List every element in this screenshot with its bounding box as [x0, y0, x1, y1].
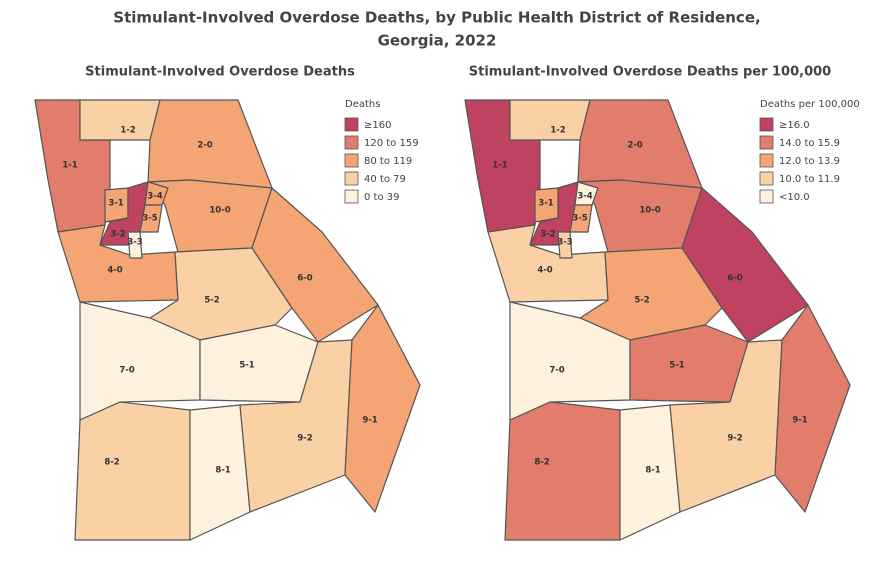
legend-label: <10.0: [779, 192, 810, 203]
district: [509, 99, 591, 141]
district-label: 1-1: [492, 161, 507, 171]
legend-label: 10.0 to 11.9: [779, 174, 840, 185]
legend-swatch: [344, 135, 359, 150]
district-label: 4-0: [107, 266, 122, 276]
map-title: Stimulant-Involved Overdose Deaths per 1…: [469, 65, 831, 80]
title: Georgia, 2022: [378, 32, 497, 50]
district: [127, 231, 143, 259]
legend-label: 120 to 159: [364, 138, 419, 149]
district-label: 2-0: [197, 141, 212, 151]
district: [57, 224, 179, 303]
district: [79, 99, 161, 141]
district-label: 7-0: [549, 366, 564, 376]
district-label: 5-2: [204, 296, 219, 306]
district: [557, 231, 573, 259]
district: [629, 324, 749, 403]
district-label: 3-2: [110, 230, 125, 240]
district: [74, 401, 191, 541]
map: Stimulant-Involved Overdose Deaths 1-1 1-2…: [34, 65, 421, 541]
legend-swatch: [344, 189, 359, 204]
district-label: 3-4: [147, 192, 162, 202]
district-label: 3-4: [577, 192, 592, 202]
legend-label: 14.0 to 15.9: [779, 138, 840, 149]
district-label: 3-5: [142, 214, 157, 224]
legend-label: 0 to 39: [364, 192, 399, 203]
legend-swatch: [759, 189, 774, 204]
district: [504, 401, 621, 541]
district-label: 3-3: [127, 238, 142, 248]
legend-label: 40 to 79: [364, 174, 406, 185]
legend-swatch: [344, 117, 359, 132]
legend-label: ≥16.0: [779, 120, 810, 131]
legend-title: Deaths per 100,000: [760, 99, 860, 110]
district-label: 1-2: [550, 126, 565, 136]
district-label: 9-2: [727, 434, 742, 444]
district-label: 3-2: [540, 230, 555, 240]
district-label: 5-1: [669, 361, 684, 371]
district-label: 3-3: [557, 238, 572, 248]
legend-swatch: [344, 153, 359, 168]
district-label: 3-5: [572, 214, 587, 224]
district-label: 9-2: [297, 434, 312, 444]
district-label: 9-1: [362, 416, 377, 426]
legend-swatch: [759, 153, 774, 168]
legend-swatch: [759, 135, 774, 150]
district-label: 8-2: [104, 458, 119, 468]
district-label: 5-1: [239, 361, 254, 371]
legend-title: Deaths: [345, 99, 380, 110]
district-label: 7-0: [119, 366, 134, 376]
district-label: 9-1: [792, 416, 807, 426]
district-label: 6-0: [727, 274, 742, 284]
district-label: 10-0: [209, 206, 230, 216]
district-label: 2-0: [627, 141, 642, 151]
map: Stimulant-Involved Overdose Deaths per 1…: [464, 65, 860, 541]
legend-label: 12.0 to 13.9: [779, 156, 840, 167]
district-label: 8-1: [215, 466, 230, 476]
district-label: 1-1: [62, 161, 77, 171]
district: [569, 204, 593, 233]
district-label: 10-0: [639, 206, 660, 216]
district-label: 3-1: [108, 199, 123, 209]
legend-swatch: [759, 171, 774, 186]
legend-swatch: [344, 171, 359, 186]
district-label: 3-1: [538, 199, 553, 209]
district-label: 6-0: [297, 274, 312, 284]
district: [139, 204, 163, 233]
district-label: 4-0: [537, 266, 552, 276]
district: [344, 304, 421, 513]
district-label: 8-1: [645, 466, 660, 476]
legend-swatch: [759, 117, 774, 132]
district: [774, 304, 851, 513]
district-label: 8-2: [534, 458, 549, 468]
district-label: 1-2: [120, 126, 135, 136]
legend-label: 80 to 119: [364, 156, 412, 167]
title: Stimulant-Involved Overdose Deaths, by P…: [113, 9, 760, 27]
district: [199, 324, 319, 403]
district: [487, 224, 609, 303]
district-label: 5-2: [634, 296, 649, 306]
map-title: Stimulant-Involved Overdose Deaths: [85, 65, 355, 80]
legend-label: ≥160: [364, 120, 391, 131]
